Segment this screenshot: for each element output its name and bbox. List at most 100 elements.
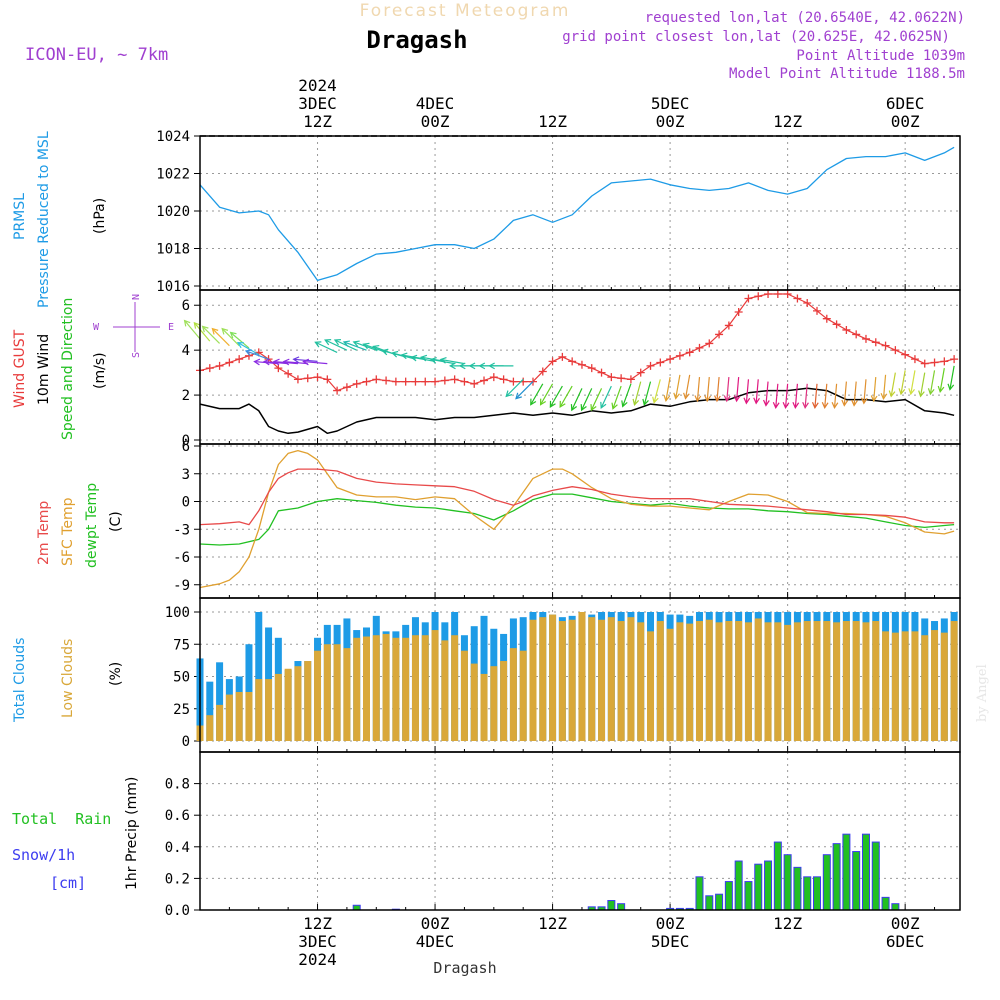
wind-arrow-head [439,356,447,364]
gust-marker [764,290,773,298]
temperature-labels: 2m Temp SFC Temp dewpt Temp (C) [36,483,124,568]
y-tick-label: 0 [182,433,190,449]
wind-arrow-shaft [343,341,367,351]
wind-arrow-head [792,402,800,410]
y-tick-label: 25 [173,702,190,718]
low-cloud-bar [294,666,302,741]
temp-unit: (C) [108,511,124,532]
gust-marker [832,320,841,329]
rain-bar [861,833,870,911]
footer-station: Dragash [433,959,496,977]
wind-arrow-shaft [775,383,779,408]
wind-arrow-shaft [193,322,211,342]
wind-arrow-head [694,395,702,403]
rain-bar [607,900,616,911]
wind-arrow-head [314,341,322,348]
low-cloud-bar [333,644,341,741]
y-tick-label: -3 [173,522,190,538]
wind-arrow-shaft [334,339,357,351]
gust-marker [842,325,851,334]
wind-arrow-head [244,349,253,356]
wind-arrow-head [580,404,587,412]
wind-arrow-shaft [530,383,544,405]
low-cloud-bar [421,635,429,741]
low-cloud-bar [441,640,449,741]
low-cloud-bar [852,621,860,741]
pressure-panel: 1016 1018 1020 1022 1024 [156,129,960,295]
wind-arrow-shaft [675,374,681,399]
wind-arrow-shaft [929,370,936,395]
wind-arrow-head [762,399,770,407]
gust-marker [930,358,939,367]
gust-marker [636,368,645,377]
wind-arrow-head [663,394,671,402]
y-tick-label: 1024 [156,129,190,145]
total-cloud-bar [255,612,263,741]
gust-marker [362,377,371,386]
low-cloud-bar [588,617,596,741]
panel-frame [199,751,961,911]
gust-marker [626,375,635,384]
wind-arrow-shaft [919,372,926,397]
low-cloud-bar [216,704,224,741]
gust-marker [577,360,586,369]
wind-arrow-shaft [814,383,818,408]
gust-marker [861,334,870,343]
low-cloud-bar [509,648,517,741]
gust-marker [646,361,655,370]
grid-point-location: grid point closest lon,lat (20.625E, 42.… [562,29,950,45]
low-cloud-bar [842,621,850,741]
watermark: by Angel [975,664,990,722]
bottom-time-label: 12Z [538,914,567,933]
wind-arrow-head [381,348,389,356]
gust-marker [773,290,782,298]
wind-arrow-head [570,404,578,412]
wind-arrow-shaft [600,385,612,409]
snow-unit: [cm] [50,874,86,892]
gust-marker [910,355,919,364]
gust-marker [303,374,312,383]
wind-arrow-head [342,340,350,347]
gust-marker [528,377,537,386]
gust-marker [205,364,214,373]
rain-bar [852,851,861,911]
faded-title: Forecast Meteogram [360,1,571,21]
y-tick-label: -9 [173,578,190,594]
wind-arrow-shaft [833,383,838,408]
wind-arrow-shaft [890,372,896,397]
wind-arrow-head [229,331,237,339]
wind-arrow-head [253,358,261,366]
top-time-label: 12Z [538,112,567,131]
gust-marker [607,373,616,382]
low-clouds-label: Low Clouds [60,639,76,718]
precip-labels: Total Rain Snow/1h [cm] 1hr Precip (mm) [12,777,140,892]
low-cloud-bar [627,617,635,741]
bottom-time-label: 00Z [656,914,685,933]
wind-arrow-shaft [824,383,828,408]
wind-arrow-shaft [184,320,201,340]
t2m-line [199,468,955,526]
wind-arrow-head [898,388,906,396]
gust-marker [489,373,498,382]
wind-arrow-head [333,339,341,346]
y-tick-label: 1016 [156,279,190,295]
low-cloud-bar [744,622,752,741]
gust-marker [215,361,224,370]
y-tick-label: 0 [182,495,190,511]
rain-bar [793,866,802,911]
low-cloud-bar [529,619,537,741]
wind-arrow-head [704,395,712,403]
gust-marker [274,364,283,373]
wind-arrow-head [870,395,878,403]
cloud-labels: Total Clouds Low Clouds (%) [12,638,124,723]
low-cloud-bar [823,621,831,741]
point-altitude: Point Altitude 1039m [796,48,965,64]
gust-marker [803,298,812,307]
low-cloud-bar [705,619,713,741]
rain-bar [734,860,743,911]
wind-arrow-shaft [706,377,710,402]
wind-arrow-shaft [324,339,348,351]
low-cloud-bar [764,622,772,741]
panel-frame [199,289,961,445]
gust-marker [568,357,577,366]
